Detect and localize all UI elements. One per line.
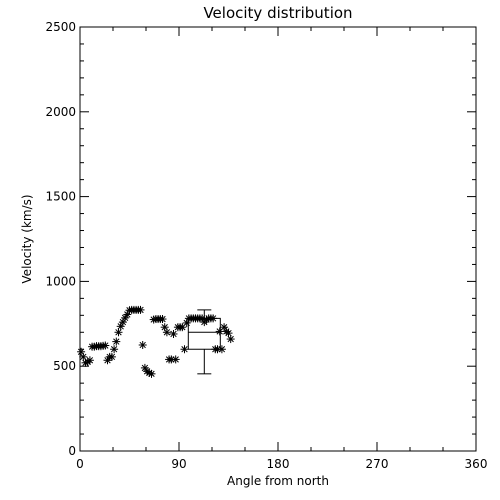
data-point [110, 345, 119, 354]
x-tick-label: 360 [465, 457, 488, 471]
data-point [101, 341, 110, 350]
data-point [112, 337, 121, 346]
x-tick-label: 180 [267, 457, 290, 471]
data-point [180, 345, 189, 354]
x-tick-label: 270 [366, 457, 389, 471]
data-point [79, 352, 88, 361]
y-axis-label: Velocity (km/s) [20, 194, 34, 283]
data-point [85, 356, 94, 365]
data-point [107, 352, 116, 361]
y-tick-label: 1000 [45, 274, 76, 288]
chart-title: Velocity distribution [203, 4, 352, 22]
y-tick-label: 500 [53, 359, 76, 373]
data-point [169, 329, 178, 338]
data-point [162, 328, 171, 337]
data-point [158, 315, 167, 324]
data-point [114, 328, 123, 337]
y-tick-label: 1500 [45, 190, 76, 204]
y-tick-label: 2500 [45, 20, 76, 34]
data-point [136, 305, 145, 314]
boxplot [187, 309, 221, 375]
data-point [138, 341, 147, 349]
data-point [226, 335, 235, 344]
boxplot-box [187, 317, 221, 350]
data-point [116, 322, 125, 331]
x-axis-label: Angle from north [227, 474, 329, 488]
y-tick-label: 0 [68, 444, 76, 458]
x-tick-label: 90 [171, 457, 186, 471]
data-point [118, 318, 127, 327]
y-tick-label: 2000 [45, 105, 76, 119]
axis-ticks: 0 90 180 270 360 0 500 1000 1500 2000 2500 [45, 20, 487, 471]
data-point [171, 355, 180, 364]
x-tick-label: 0 [76, 457, 84, 471]
data-point [224, 329, 233, 338]
data-point [220, 323, 229, 332]
data-point [147, 369, 156, 378]
